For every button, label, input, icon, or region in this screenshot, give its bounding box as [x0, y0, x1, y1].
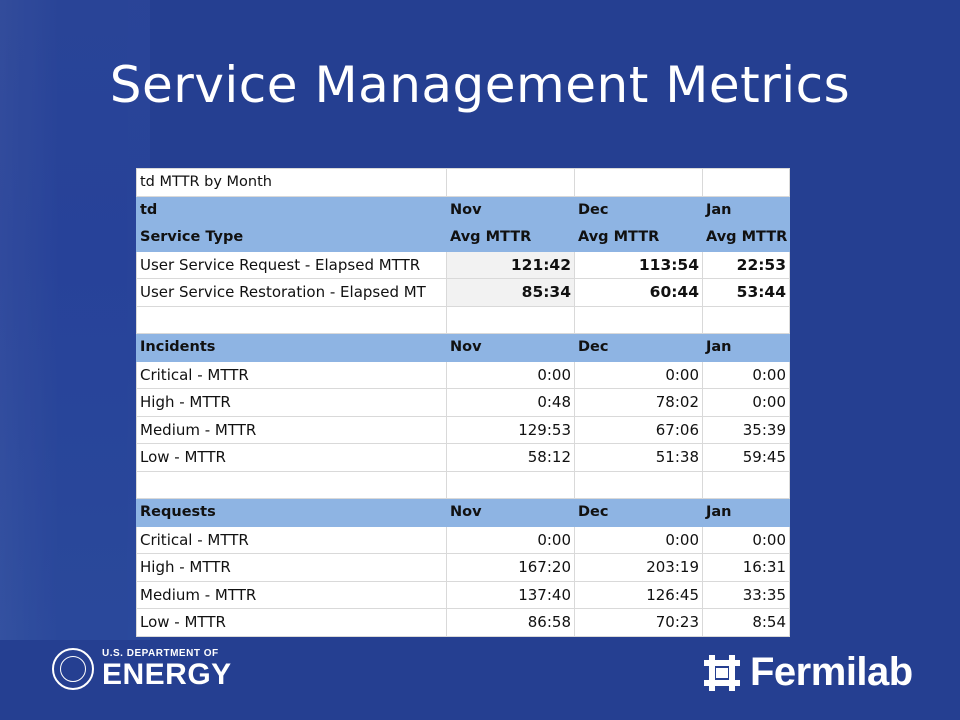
value-cell: 129:53 [446, 415, 575, 444]
header-cell: Avg MTTR [446, 223, 575, 252]
value-cell: 35:39 [702, 415, 790, 444]
value-cell: 0:00 [446, 525, 575, 554]
table-row: High - MTTR 167:20 203:19 16:31 [136, 553, 790, 582]
requests-header-row: Requests Nov Dec Jan [136, 498, 790, 527]
empty-cell [446, 305, 575, 334]
row-label: High - MTTR [136, 388, 447, 417]
value-cell: 0:00 [446, 360, 575, 389]
header-cell: Requests [136, 498, 447, 527]
value-cell: 67:06 [574, 415, 703, 444]
value-cell: 86:58 [446, 608, 575, 637]
value-cell: 0:00 [702, 388, 790, 417]
value-cell: 59:45 [702, 443, 790, 472]
value-cell: 70:23 [574, 608, 703, 637]
table-row: Critical - MTTR 0:00 0:00 0:00 [136, 360, 790, 389]
value-cell: 60:44 [574, 278, 703, 307]
spacer-row [136, 305, 790, 334]
empty-cell [574, 305, 703, 334]
table-row: User Service Request - Elapsed MTTR 121:… [136, 250, 790, 279]
background-band [0, 0, 150, 640]
fermilab-text: Fermilab [750, 650, 913, 694]
value-cell: 0:00 [702, 525, 790, 554]
mttr-table: td MTTR by Month td Nov Dec Jan Service … [136, 168, 790, 637]
value-cell: 0:00 [702, 360, 790, 389]
table-row: Low - MTTR 86:58 70:23 8:54 [136, 608, 790, 637]
header-cell: Service Type [136, 223, 447, 252]
header-cell: Nov [446, 333, 575, 362]
row-label: Low - MTTR [136, 608, 447, 637]
doe-small-text: U.S. DEPARTMENT OF [102, 647, 219, 659]
value-cell: 53:44 [702, 278, 790, 307]
value-cell: 85:34 [446, 278, 575, 307]
table-row: Medium - MTTR 129:53 67:06 35:39 [136, 415, 790, 444]
empty-cell [574, 470, 703, 499]
header-cell: td [136, 195, 447, 224]
value-cell: 58:12 [446, 443, 575, 472]
row-label: User Service Request - Elapsed MTTR [136, 250, 447, 279]
value-cell: 113:54 [574, 250, 703, 279]
header-cell: Incidents [136, 333, 447, 362]
row-label: Medium - MTTR [136, 580, 447, 609]
row-label: User Service Restoration - Elapsed MT [136, 278, 447, 307]
table-row: High - MTTR 0:48 78:02 0:00 [136, 388, 790, 417]
value-cell: 78:02 [574, 388, 703, 417]
header-cell: Jan [702, 195, 790, 224]
table-caption: td MTTR by Month [136, 168, 447, 197]
row-label: Critical - MTTR [136, 525, 447, 554]
value-cell: 16:31 [702, 553, 790, 582]
doe-logo: U.S. DEPARTMENT OF ENERGY [52, 648, 232, 690]
empty-cell [446, 168, 575, 197]
doe-big-text: ENERGY [102, 657, 232, 691]
table-row: User Service Restoration - Elapsed MT 85… [136, 278, 790, 307]
empty-cell [702, 305, 790, 334]
incidents-header-row: Incidents Nov Dec Jan [136, 333, 790, 362]
header-cell: Nov [446, 195, 575, 224]
header-row: Service Type Avg MTTR Avg MTTR Avg MTTR [136, 223, 790, 252]
value-cell: 126:45 [574, 580, 703, 609]
header-cell: Jan [702, 333, 790, 362]
header-row: td Nov Dec Jan [136, 195, 790, 224]
header-cell: Nov [446, 498, 575, 527]
table-row: Low - MTTR 58:12 51:38 59:45 [136, 443, 790, 472]
value-cell: 0:00 [574, 360, 703, 389]
doe-seal-icon [52, 648, 94, 690]
empty-cell [446, 470, 575, 499]
value-cell: 167:20 [446, 553, 575, 582]
header-cell: Avg MTTR [574, 223, 703, 252]
empty-cell [574, 168, 703, 197]
row-label: Medium - MTTR [136, 415, 447, 444]
header-cell: Jan [702, 498, 790, 527]
fermilab-mark-icon [704, 654, 740, 691]
header-cell: Avg MTTR [702, 223, 790, 252]
table-row: Critical - MTTR 0:00 0:00 0:00 [136, 525, 790, 554]
empty-cell [702, 168, 790, 197]
value-cell: 22:53 [702, 250, 790, 279]
row-label: Low - MTTR [136, 443, 447, 472]
empty-cell [136, 305, 447, 334]
value-cell: 33:35 [702, 580, 790, 609]
value-cell: 8:54 [702, 608, 790, 637]
value-cell: 0:00 [574, 525, 703, 554]
value-cell: 51:38 [574, 443, 703, 472]
header-cell: Dec [574, 195, 703, 224]
header-cell: Dec [574, 498, 703, 527]
value-cell: 0:48 [446, 388, 575, 417]
header-cell: Dec [574, 333, 703, 362]
empty-cell [702, 470, 790, 499]
fermilab-logo: Fermilab [700, 650, 913, 695]
slide-title: Service Management Metrics [109, 56, 851, 114]
empty-cell [136, 470, 447, 499]
value-cell: 137:40 [446, 580, 575, 609]
value-cell: 203:19 [574, 553, 703, 582]
value-cell: 121:42 [446, 250, 575, 279]
row-label: Critical - MTTR [136, 360, 447, 389]
row-label: High - MTTR [136, 553, 447, 582]
table-row: Medium - MTTR 137:40 126:45 33:35 [136, 580, 790, 609]
caption-row: td MTTR by Month [136, 168, 790, 197]
spacer-row [136, 470, 790, 499]
